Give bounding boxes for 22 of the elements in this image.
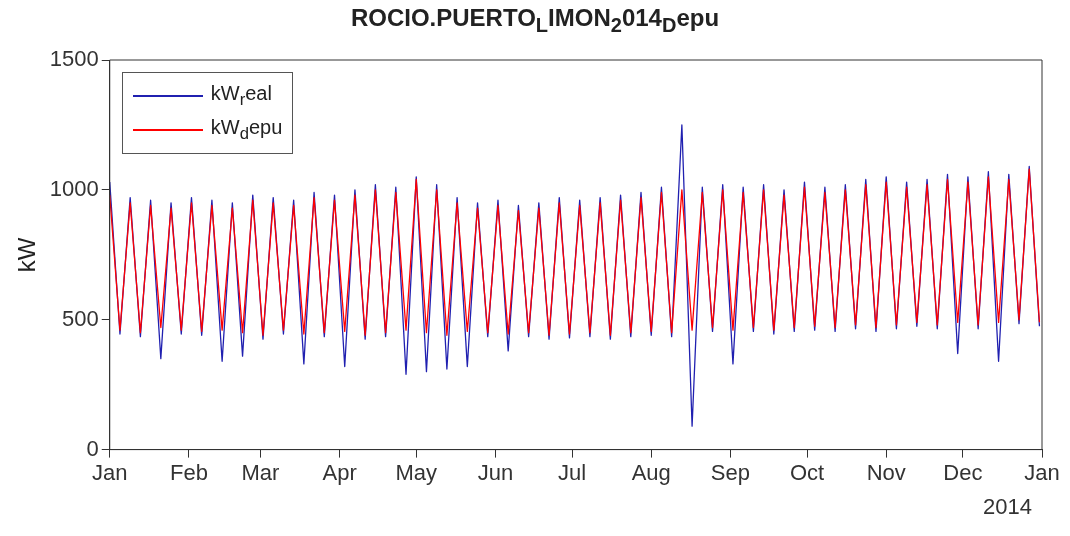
x-tick-label: Jul [557, 459, 587, 485]
x-tick-label: Dec [943, 459, 983, 485]
x-tick-label: Nov [866, 459, 906, 485]
y-tick-label: 1500 [49, 46, 99, 72]
legend-label: kW$_{r}$eal [210, 82, 272, 110]
legend-label: kW$_{d}$epu [210, 116, 283, 144]
x-tick-label: Jan [92, 459, 128, 485]
x-tick-label: Oct [789, 459, 825, 485]
x-tick-label: Mar [241, 459, 280, 485]
x-tick-label: Sep [710, 459, 750, 485]
x-tick-label: Feb [169, 459, 208, 485]
x-tick-label: Jan [1024, 459, 1060, 485]
x-tick-label: May [395, 459, 438, 485]
y-tick-label: 0 [86, 435, 99, 461]
x-tick-label: Aug [631, 459, 671, 485]
x-tick-label: Jun [477, 459, 514, 485]
y-axis-title: kW [13, 237, 41, 273]
y-tick-label: 1000 [49, 175, 99, 201]
y-tick-label: 500 [62, 305, 99, 331]
x-tick-label: Apr [322, 459, 357, 485]
chart-title: ROCIO.PUERTO$_{L}$IMON$_{2}$014$_{D}$epu [349, 4, 721, 37]
text: 2014 [983, 493, 1032, 520]
